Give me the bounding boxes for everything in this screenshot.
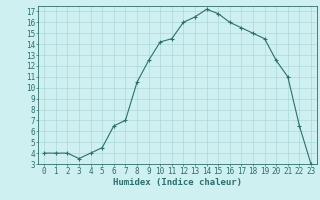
X-axis label: Humidex (Indice chaleur): Humidex (Indice chaleur): [113, 178, 242, 187]
